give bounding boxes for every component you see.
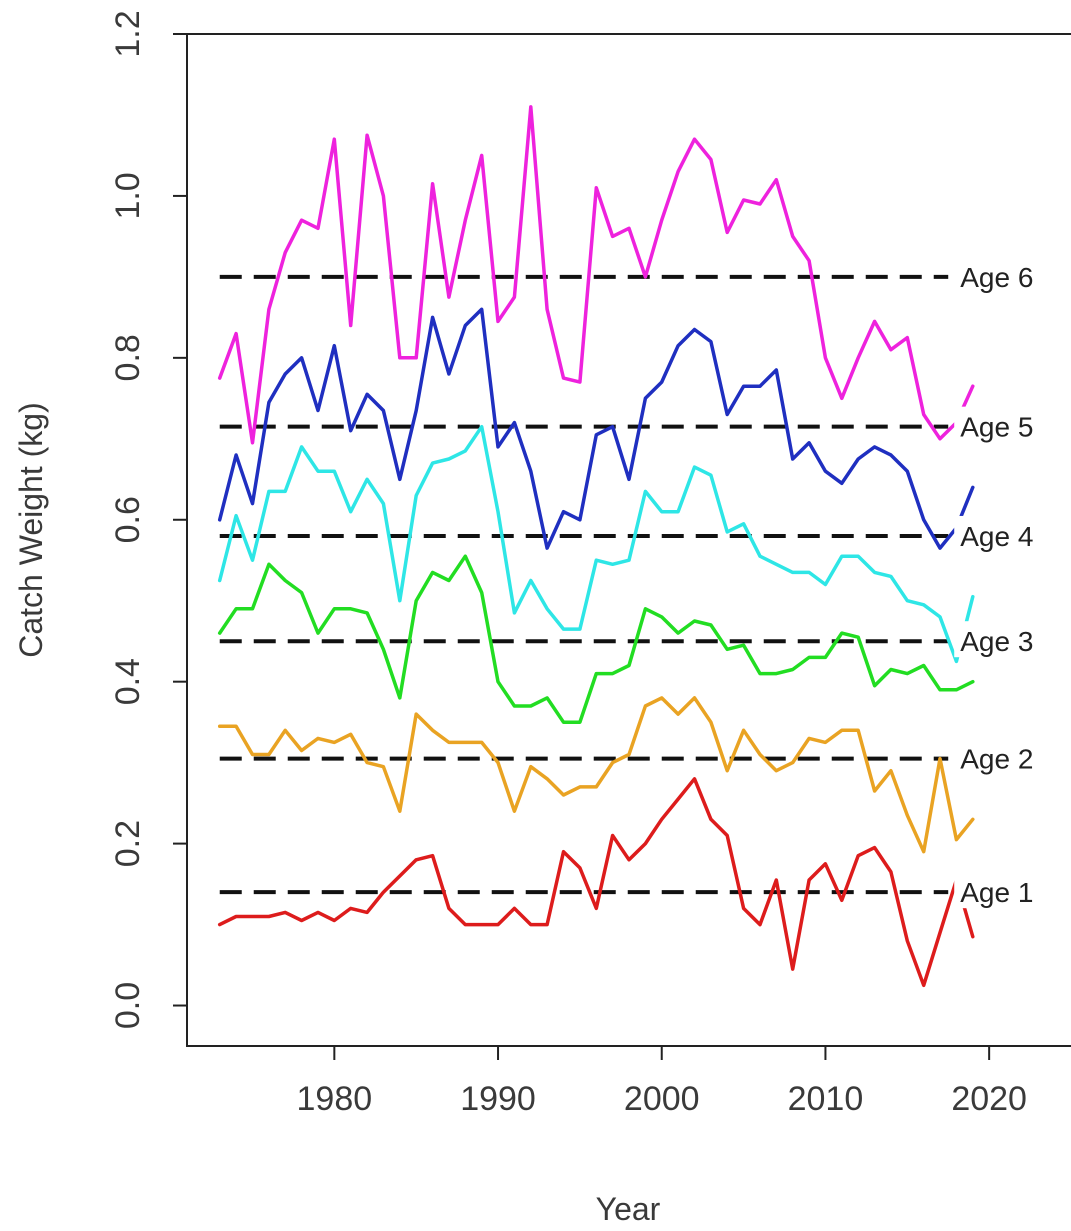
series-line-2: [217, 696, 975, 854]
series-lines: [217, 105, 975, 988]
x-axis: 1980 1990 2000 2010 2020: [297, 1046, 1027, 1118]
x-tick-label: 2000: [624, 1080, 700, 1118]
plot-frame: [186, 33, 1071, 1047]
y-tick-label: 0.2: [109, 820, 147, 867]
y-tick-label: 0.0: [109, 982, 147, 1029]
x-tick-label: 2010: [788, 1080, 864, 1118]
series-line-4: [217, 424, 975, 664]
plot-box: [186, 33, 1071, 1047]
x-tick-label: 1990: [460, 1080, 536, 1118]
reference-label-age-1: Age 1: [960, 877, 1033, 908]
series-line-1: [217, 777, 975, 988]
reference-label-background: [954, 515, 1045, 552]
reference-label-age-2: Age 2: [960, 744, 1033, 775]
y-tick-label: 0.6: [109, 496, 147, 543]
reference-label-background: [954, 256, 1045, 293]
reference-label-background: [954, 621, 1045, 658]
x-axis-title: Year: [596, 1191, 661, 1227]
reference-labels: Age 1 Age 2 Age 3 Age 4 Age 5 Age 6: [954, 256, 1045, 909]
x-tick-label: 2020: [951, 1080, 1027, 1118]
y-tick-label: 0.8: [109, 334, 147, 381]
y-tick-label: 1.2: [109, 10, 147, 57]
reference-label-age-4: Age 4: [960, 521, 1033, 552]
reference-label-background: [954, 872, 1045, 909]
y-axis: 0.0 0.2 0.4 0.6 0.8 1.0 1.2: [109, 10, 187, 1029]
reference-label-background: [954, 738, 1045, 775]
series-line-5: [217, 307, 975, 550]
reference-label-age-5: Age 5: [960, 412, 1033, 443]
reference-label-background: [954, 406, 1045, 443]
series-line-3: [217, 554, 975, 724]
y-tick-label: 1.0: [109, 172, 147, 219]
reference-lines: [219, 274, 949, 895]
series-line-6: [217, 105, 975, 445]
reference-label-age-6: Age 6: [960, 262, 1033, 293]
x-tick-label: 1980: [297, 1080, 373, 1118]
y-tick-label: 0.4: [109, 658, 147, 705]
y-axis-title: Catch Weight (kg): [13, 402, 49, 658]
reference-label-age-3: Age 3: [960, 626, 1033, 657]
